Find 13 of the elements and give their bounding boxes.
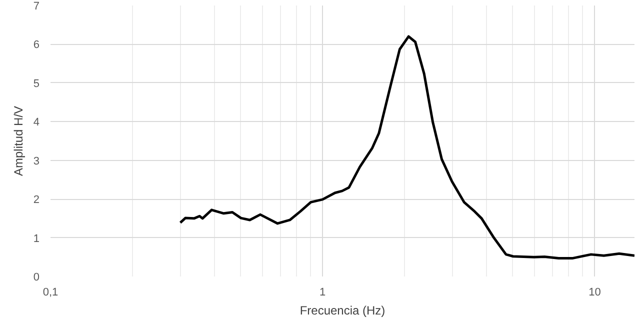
y-tick-label: 0 (33, 272, 40, 284)
y-tick-label: 1 (33, 232, 40, 245)
x-tick-label: 0,1 (42, 286, 58, 298)
x-tick-label: 1 (320, 286, 326, 298)
y-tick-label: 7 (33, 0, 40, 12)
y-tick-label: 2 (33, 194, 40, 206)
y-axis-title: Amplitud H/V (11, 106, 26, 176)
y-tick-label: 6 (33, 39, 40, 52)
x-tick-label: 10 (588, 286, 601, 298)
y-tick-label: 5 (33, 78, 40, 90)
x-axis-title: Frecuencia (Hz) (300, 304, 386, 318)
y-tick-label: 3 (33, 155, 40, 168)
y-tick-label: 4 (33, 116, 40, 129)
